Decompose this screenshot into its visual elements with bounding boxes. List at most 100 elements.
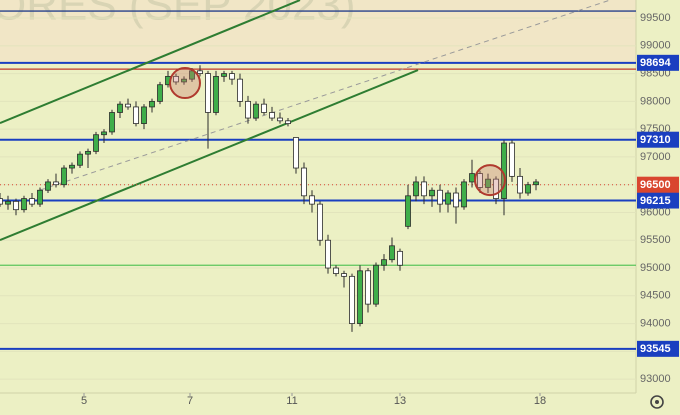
gear-hub [655, 400, 659, 404]
watermark: ORES (SEP 2023) [0, 0, 356, 30]
y-tick-label: 93000 [640, 373, 671, 385]
level-label-box [637, 340, 679, 357]
candle-body [245, 100, 251, 119]
x-tick-label: 18 [534, 395, 546, 407]
candle-body [453, 192, 459, 208]
candle-body [421, 181, 427, 197]
candle-body [37, 189, 43, 205]
candle-body [437, 189, 443, 205]
y-tick-label: 95000 [640, 262, 671, 274]
candle-body [0, 198, 3, 205]
candle-body [485, 178, 491, 188]
candle-body [77, 153, 83, 166]
candle-body [29, 198, 35, 205]
candle-body [253, 103, 259, 119]
highlight-circle [169, 67, 201, 100]
candle-body [213, 75, 219, 113]
candle-body [349, 275, 355, 324]
x-tick-label: 5 [81, 395, 87, 407]
y-tick-label: 99500 [640, 12, 671, 24]
candle-body [325, 239, 331, 269]
candle-body [53, 181, 59, 186]
candle-body [229, 73, 235, 80]
candle-body [149, 100, 155, 108]
candle-body [285, 120, 291, 124]
candle-body [373, 264, 379, 305]
candle-body [21, 198, 27, 211]
y-tick-label: 97000 [640, 151, 671, 163]
candle-body [397, 250, 403, 266]
gear[interactable] [650, 395, 664, 409]
highlight-circle [474, 164, 506, 197]
candle-body [197, 70, 203, 75]
level-label: 98694 [640, 57, 671, 69]
candle-body [525, 184, 531, 194]
candle-body [205, 73, 211, 113]
y-tick-label: 99000 [640, 40, 671, 52]
level-label: 97310 [640, 134, 671, 146]
candle-body [469, 173, 475, 183]
trendline [0, 69, 419, 242]
candle-body [405, 195, 411, 227]
y-tick-label: 98000 [640, 95, 671, 107]
candle-body [493, 178, 499, 199]
candle-body [301, 167, 307, 197]
y-tick-label: 95500 [640, 234, 671, 246]
level-label-box [637, 192, 679, 209]
candle-body [93, 134, 99, 152]
x-tick-label: 11 [286, 395, 297, 407]
candle-body [509, 142, 515, 177]
y-tick-label: 94000 [640, 317, 671, 329]
candle-body [261, 103, 267, 113]
trendline [0, 0, 301, 125]
candle-body [381, 259, 387, 266]
candle-body [357, 270, 363, 324]
candle-body [293, 137, 299, 169]
candle-body [69, 164, 75, 169]
candle-body [237, 78, 243, 102]
candle-body [309, 195, 315, 205]
candle-body [533, 181, 539, 186]
level-label: 93545 [640, 343, 671, 355]
candle-body [477, 173, 483, 188]
candle-body [117, 103, 123, 113]
candle-body [365, 270, 371, 305]
candle-body [517, 175, 523, 194]
candle-body [173, 75, 179, 83]
candle-body [85, 150, 91, 155]
last-price-box [637, 176, 679, 193]
candle-body [277, 117, 283, 122]
candle-body [141, 106, 147, 124]
candle-body [269, 112, 275, 119]
candle-body [157, 84, 163, 102]
x-tick-label: 13 [394, 395, 406, 407]
candle-body [445, 192, 451, 205]
candle-body [333, 267, 339, 274]
candle-body [341, 273, 347, 277]
candle-body [45, 181, 51, 191]
candle-body [101, 131, 107, 136]
x-tick-label: 7 [187, 395, 193, 407]
candle-body [413, 181, 419, 197]
candle-body [125, 103, 131, 108]
candle-body [461, 181, 467, 208]
candle-body [389, 245, 395, 261]
candle-body [221, 73, 227, 77]
candle-body [13, 200, 19, 211]
settings-button[interactable] [650, 395, 664, 409]
level-label: 96215 [640, 195, 671, 207]
trendline [39, 0, 611, 191]
candle-body [429, 189, 435, 197]
level-label-box [637, 54, 679, 71]
y-tick-label: 94500 [640, 290, 671, 302]
candle-body [5, 200, 11, 205]
candle-body [61, 167, 67, 186]
candle-body [109, 112, 115, 133]
level-label-box [637, 131, 679, 148]
candle-body [133, 106, 139, 124]
candle-body [181, 78, 187, 83]
y-tick-label: 96000 [640, 206, 671, 218]
last-price-label: 96500 [640, 179, 671, 191]
